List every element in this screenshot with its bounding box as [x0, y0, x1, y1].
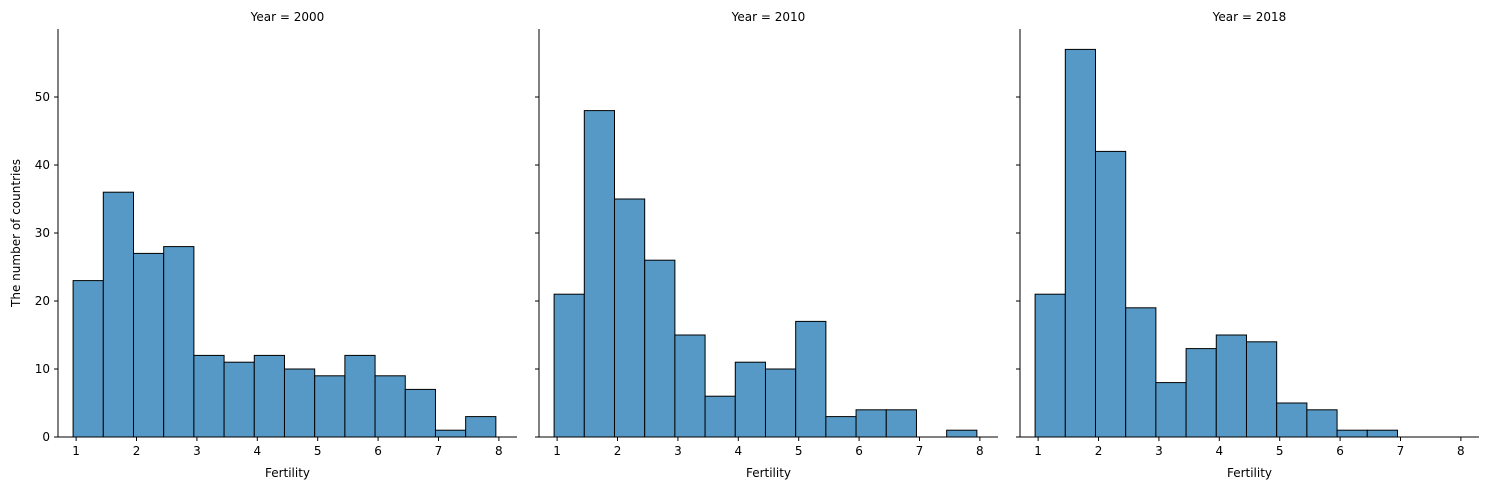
histogram-bar — [465, 416, 497, 438]
histogram-bar — [344, 354, 376, 438]
histogram-bar — [1155, 382, 1187, 438]
histogram-bar — [72, 280, 104, 438]
histogram-bar — [283, 368, 316, 438]
x-tick-label: 8 — [495, 444, 503, 458]
y-tick-label: 0 — [42, 430, 50, 444]
y-tick-label: 50 — [35, 90, 50, 104]
histogram-bar — [1185, 348, 1217, 438]
x-tick-label: 7 — [1397, 444, 1405, 458]
x-tick-label: 6 — [1336, 444, 1344, 458]
x-axis-label: Fertility — [1227, 466, 1272, 480]
histogram-bar — [613, 198, 646, 438]
x-axis-label: Fertility — [265, 466, 310, 480]
histogram-bar — [644, 259, 676, 438]
facet-title: Year = 2000 — [250, 10, 325, 24]
histogram-bar — [553, 293, 585, 438]
x-tick-label: 8 — [976, 444, 984, 458]
x-tick-label: 5 — [1276, 444, 1284, 458]
x-tick-label: 2 — [133, 444, 141, 458]
histogram-bar — [1064, 48, 1097, 438]
x-tick-label: 1 — [72, 444, 80, 458]
x-tick-label: 1 — [1034, 444, 1042, 458]
histogram-bar — [795, 320, 827, 438]
histogram-bar — [764, 368, 797, 438]
histogram-bar — [855, 409, 887, 438]
x-tick-label: 7 — [916, 444, 924, 458]
histogram-bar — [1336, 429, 1368, 438]
y-tick-label: 40 — [35, 158, 50, 172]
x-tick-label: 3 — [1155, 444, 1163, 458]
histogram-bar — [223, 361, 255, 438]
x-axis-label: Fertility — [746, 466, 791, 480]
facet-panel-2: 1 2 3 4 5 6 7 8 Year = 2010 Fertility — [535, 10, 998, 480]
x-tick-label: 6 — [374, 444, 382, 458]
histogram-bar — [885, 409, 917, 438]
histogram-bar — [1034, 293, 1066, 438]
histogram-bar — [1245, 341, 1278, 438]
x-tick-label: 5 — [795, 444, 803, 458]
histogram-bar — [102, 191, 135, 438]
y-tick-label: 30 — [35, 226, 50, 240]
histogram-bar — [193, 354, 225, 438]
x-tick-label: 6 — [855, 444, 863, 458]
facet-title: Year = 2010 — [731, 10, 806, 24]
histogram-bar — [253, 354, 285, 438]
x-tick-label: 4 — [253, 444, 261, 458]
histogram-bar — [434, 429, 467, 438]
y-tick-label: 10 — [35, 362, 50, 376]
histogram-bar — [825, 416, 857, 438]
x-tick-label: 7 — [435, 444, 443, 458]
histogram-bar — [1366, 429, 1398, 438]
histogram-bar — [1306, 409, 1338, 438]
facet-panel-1: 1 2 3 4 5 6 7 8 0 10 20 30 40 50 Year = 2000 Fertility T… — [9, 10, 517, 480]
histogram-bar — [1215, 334, 1247, 438]
histogram-bar — [404, 388, 436, 438]
facet-panel-3: 1 2 3 4 5 6 7 8 Year = 2018 Fertility — [1016, 10, 1479, 480]
histogram-bar — [374, 375, 406, 438]
histogram-bar — [163, 246, 195, 438]
histogram-bar — [734, 361, 766, 438]
histogram-bar — [674, 334, 706, 438]
x-tick-label: 4 — [1215, 444, 1223, 458]
x-tick-label: 3 — [193, 444, 201, 458]
x-tick-label: 5 — [314, 444, 322, 458]
histogram-bar — [1125, 307, 1157, 438]
x-tick-label: 2 — [614, 444, 622, 458]
histogram-bar — [704, 395, 736, 438]
facet-title: Year = 2018 — [1212, 10, 1287, 24]
x-tick-label: 4 — [734, 444, 742, 458]
histogram-bar — [1094, 150, 1127, 438]
x-tick-label: 3 — [674, 444, 682, 458]
x-tick-label: 8 — [1457, 444, 1465, 458]
histogram-bar — [946, 429, 978, 438]
y-tick-label: 20 — [35, 294, 50, 308]
x-tick-label: 1 — [553, 444, 561, 458]
histogram-bar — [583, 110, 615, 438]
x-tick-label: 2 — [1095, 444, 1103, 458]
histogram-bar — [132, 252, 165, 438]
histogram-bar — [1276, 402, 1308, 438]
y-axis-label: The number of countries — [9, 159, 23, 308]
histogram-bar — [314, 375, 346, 438]
